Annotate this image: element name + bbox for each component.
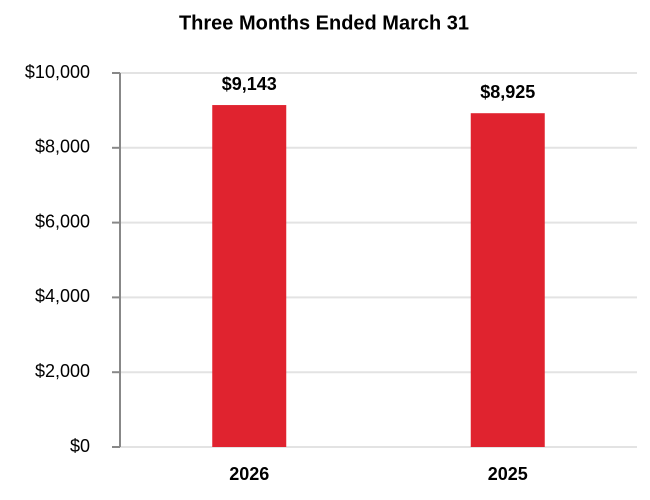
y-tick-label: $2,000	[35, 361, 90, 381]
y-tick-label: $0	[70, 436, 90, 456]
bar	[470, 113, 545, 447]
x-tick-label: 2026	[229, 464, 269, 484]
y-tick-label: $4,000	[35, 286, 90, 306]
value-label: $8,925	[480, 82, 535, 102]
y-tick-label: $10,000	[25, 62, 90, 82]
x-tick-label: 2025	[488, 464, 528, 484]
value-label: $9,143	[222, 74, 277, 94]
y-tick-label: $8,000	[35, 137, 90, 157]
y-tick-label: $6,000	[35, 211, 90, 231]
chart-title: Three Months Ended March 31	[179, 12, 469, 34]
bar	[212, 105, 287, 447]
